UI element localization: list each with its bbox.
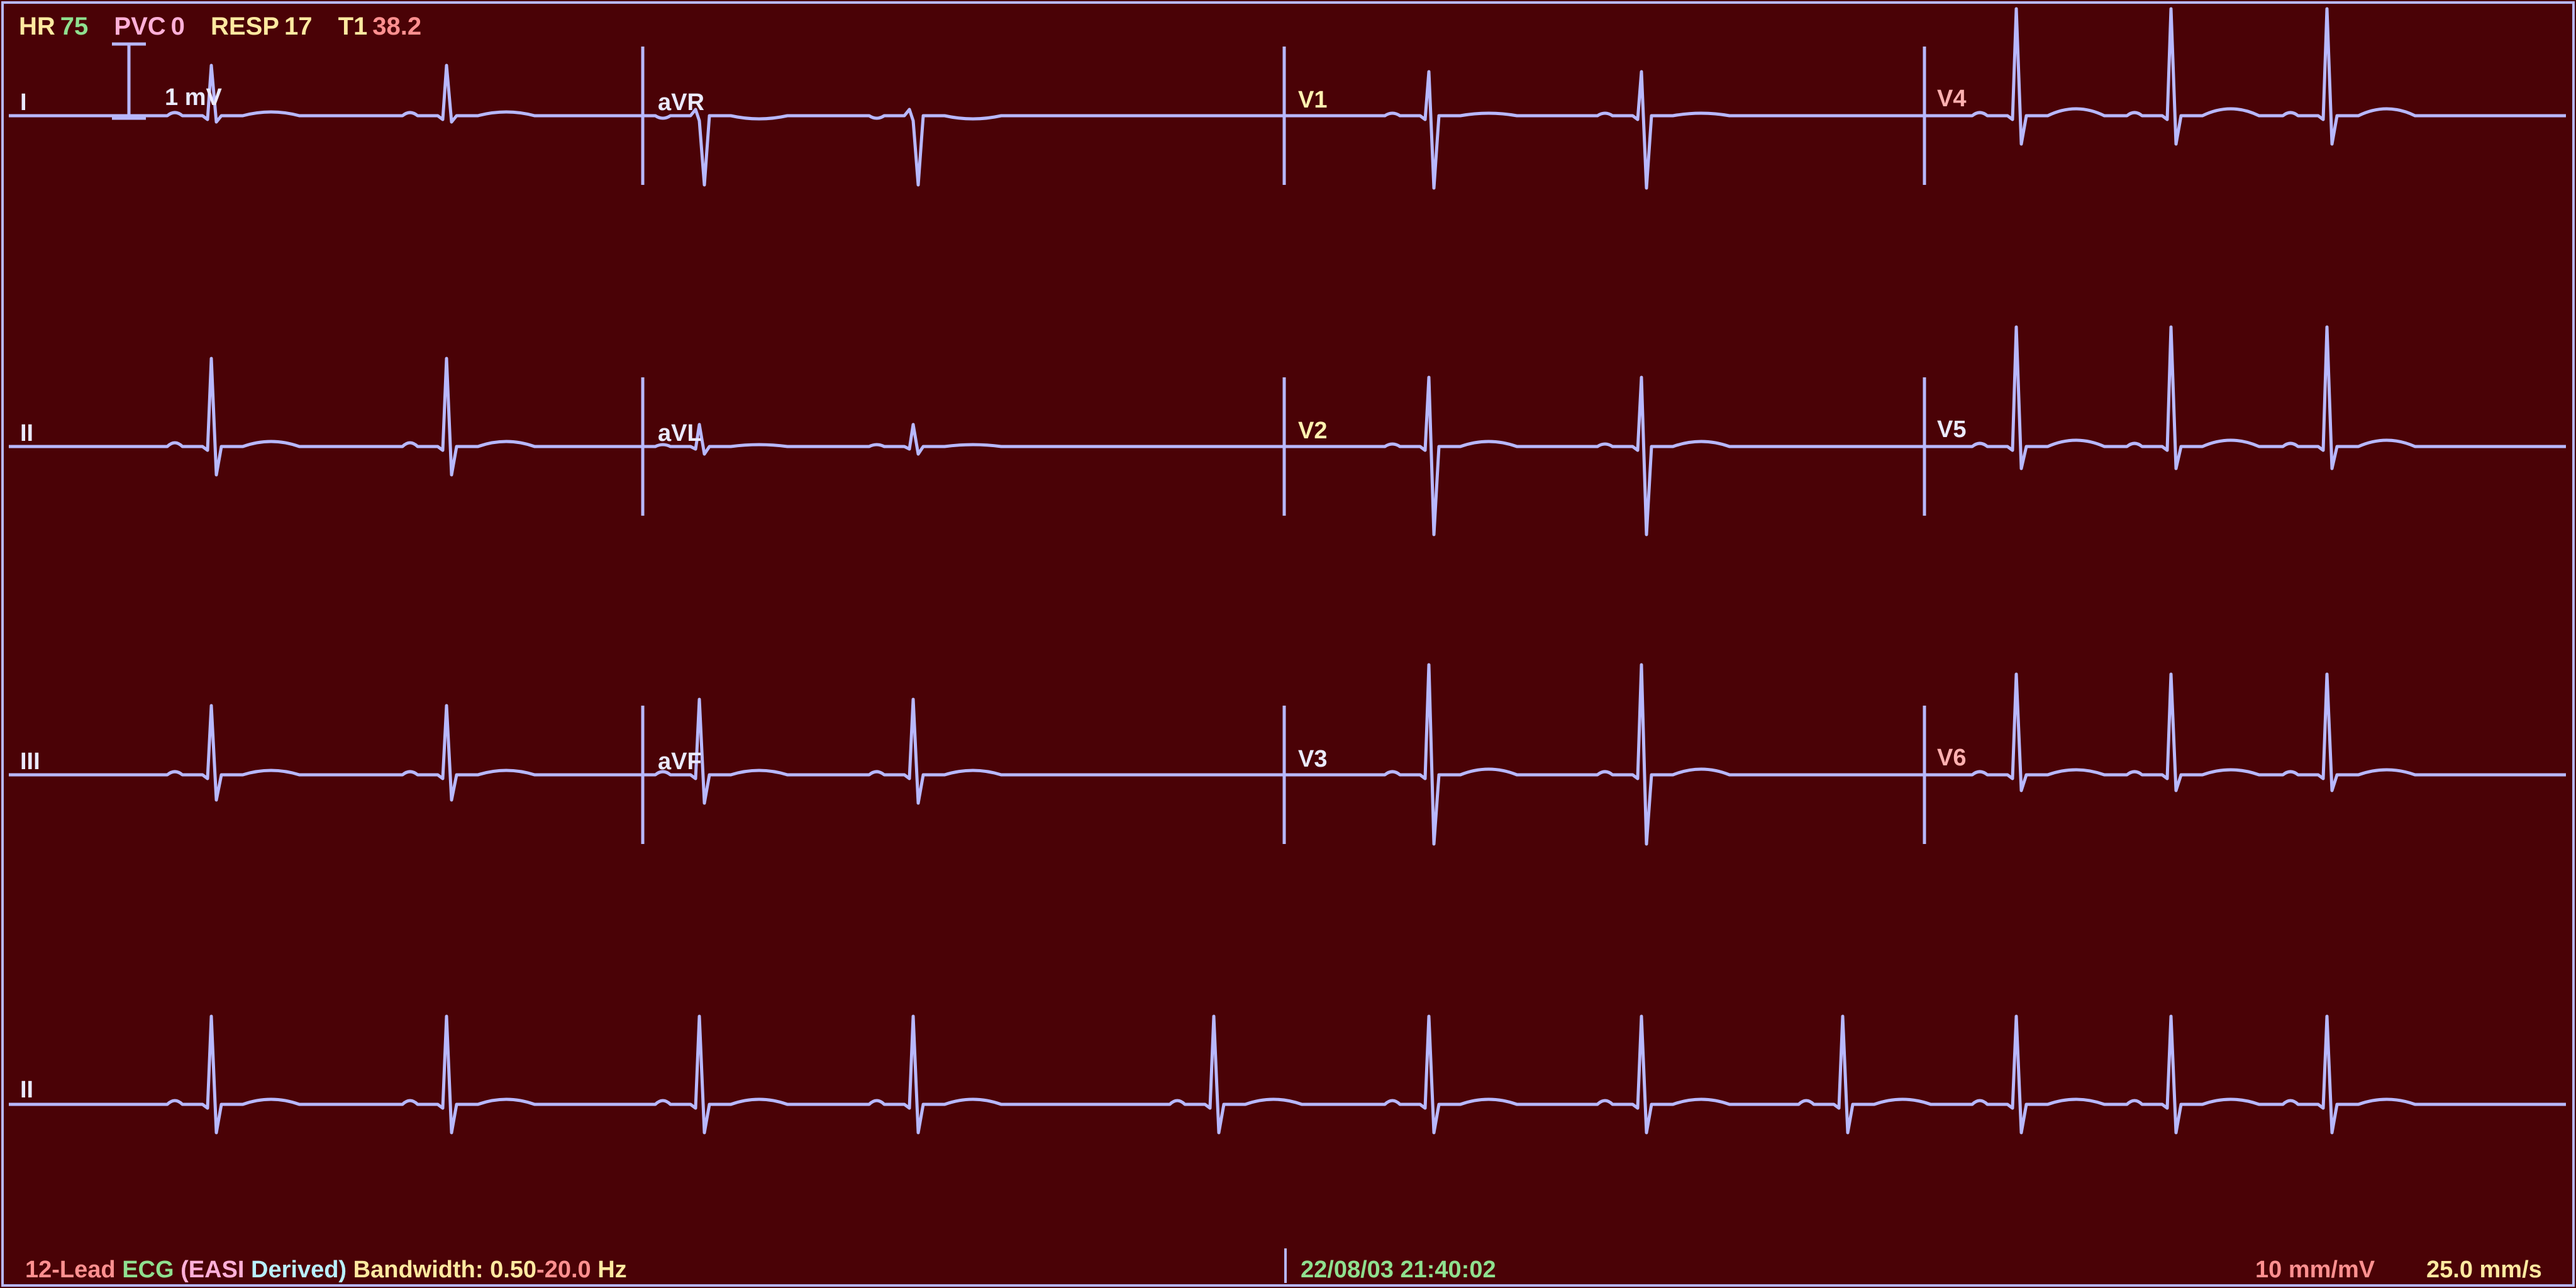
ecg-trace-v6 — [1924, 672, 2566, 792]
lead-label-v5: V5 — [1937, 416, 1967, 443]
footer-seg-12-lead: 12-Lead — [25, 1257, 116, 1283]
lead-label-iii: III — [20, 748, 40, 775]
temp-label: T1 — [338, 13, 368, 40]
sweep-speed-setting: 25.0 mm/s — [2426, 1257, 2542, 1283]
ecg-trace-v1 — [1284, 70, 1924, 190]
lead-label-v6: V6 — [1937, 745, 1967, 771]
lead-label-v3: V3 — [1298, 746, 1328, 772]
temp-value: 38.2 — [372, 13, 422, 40]
ecg-trace-i — [9, 64, 643, 124]
ecg-trace-v4 — [1924, 7, 2566, 146]
ecg-trace-v3 — [1284, 663, 1924, 846]
lead-label-rhythm-ii: II — [20, 1077, 34, 1103]
ecg-trace-v2 — [1284, 375, 1924, 536]
lead-label-v4: V4 — [1937, 86, 1967, 112]
footer-bandwidth-unit: Hz — [597, 1257, 627, 1283]
footer-bandwidth-high: 20.0 — [544, 1257, 591, 1283]
footer-bandwidth-low: 0.50 — [490, 1257, 537, 1283]
ecg-trace-avl — [643, 423, 1284, 456]
footer-seg-easi: (EASI — [180, 1257, 245, 1283]
lead-label-v2: V2 — [1298, 418, 1328, 444]
footer-seg-bandwidth: Bandwidth: — [353, 1257, 484, 1283]
footer-description: 12-Lead ECG (EASI Derived) Bandwidth: 0.… — [25, 1257, 627, 1284]
lead-label-i: I — [20, 89, 27, 116]
timestamp: 22/08/03 21:40:02 — [1301, 1257, 1496, 1283]
calibration-pulse-icon — [112, 42, 146, 120]
lead-label-ii: II — [20, 420, 34, 447]
lead-label-avf: aVF — [658, 748, 702, 775]
footer-bandwidth-sep: - — [536, 1257, 545, 1283]
ecg-trace-avf — [643, 697, 1284, 805]
ecg-trace-iii — [9, 704, 643, 802]
ecg-trace-ii — [9, 357, 643, 477]
vitals-bar: HR 75 PVC 0 RESP 17 T1 38.2 — [19, 13, 426, 41]
lead-label-avl: aVL — [658, 420, 702, 447]
pvc-label: PVC — [114, 13, 166, 40]
lead-label-avr: aVR — [658, 89, 704, 116]
gain-setting: 10 mm/mV — [2255, 1257, 2375, 1283]
ecg-trace-rhythm-ii — [9, 1014, 2566, 1135]
pvc-value: 0 — [170, 13, 185, 40]
lead-label-v1: V1 — [1298, 87, 1328, 113]
resp-label: RESP — [211, 13, 279, 40]
ecg-trace-avr — [643, 108, 1284, 187]
hr-label: HR — [19, 13, 55, 40]
ecg-trace-v5 — [1924, 325, 2566, 470]
resp-value: 17 — [284, 13, 313, 40]
hr-value: 75 — [60, 13, 89, 40]
footer-seg-derived: Derived) — [251, 1257, 347, 1283]
footer-seg-ecg: ECG — [122, 1257, 174, 1283]
calibration-label: 1 mV — [165, 84, 222, 111]
